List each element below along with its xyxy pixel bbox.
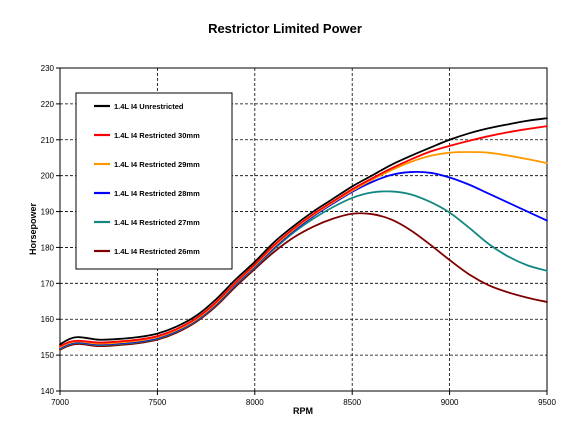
y-tick-label: 170 bbox=[41, 279, 55, 288]
chart-title: Restrictor Limited Power bbox=[208, 21, 362, 36]
y-tick-label: 180 bbox=[41, 243, 55, 252]
legend-label: 1.4L I4 Unrestricted bbox=[114, 102, 184, 111]
x-tick-label: 9500 bbox=[538, 398, 556, 407]
series-line-5 bbox=[59, 212, 548, 351]
y-tick-label: 150 bbox=[41, 351, 55, 360]
legend-label: 1.4L I4 Restricted 27mm bbox=[114, 218, 200, 227]
y-tick-label: 230 bbox=[41, 64, 55, 73]
x-tick-label: 8000 bbox=[246, 398, 264, 407]
y-tick-label: 200 bbox=[41, 172, 55, 181]
x-axis-label: RPM bbox=[293, 406, 313, 416]
series-line-1 bbox=[59, 125, 548, 348]
y-tick-label: 210 bbox=[41, 136, 55, 145]
y-axis-ticks: 140 150 160 170 180 190 200 210 220 230 bbox=[41, 64, 60, 396]
legend-label: 1.4L I4 Restricted 26mm bbox=[114, 247, 200, 256]
y-tick-label: 140 bbox=[41, 387, 55, 396]
x-axis-ticks: 7000 7500 8000 8500 9000 9500 bbox=[51, 391, 556, 407]
legend-label: 1.4L I4 Restricted 30mm bbox=[114, 131, 200, 140]
x-tick-label: 8500 bbox=[343, 398, 361, 407]
x-tick-label: 9000 bbox=[441, 398, 459, 407]
x-tick-label: 7000 bbox=[51, 398, 69, 407]
y-tick-label: 160 bbox=[41, 315, 55, 324]
y-axis-label: Horsepower bbox=[28, 202, 38, 255]
legend-label: 1.4L I4 Restricted 28mm bbox=[114, 189, 200, 198]
series-lines bbox=[59, 117, 548, 351]
legend-items: 1.4L I4 Unrestricted 1.4L I4 Restricted 3… bbox=[94, 102, 200, 256]
x-tick-label: 7500 bbox=[149, 398, 167, 407]
legend: 1.4L I4 Unrestricted 1.4L I4 Restricted 3… bbox=[75, 92, 233, 270]
plot-area-frame bbox=[59, 67, 548, 392]
legend-box bbox=[75, 92, 233, 270]
y-tick-label: 220 bbox=[41, 100, 55, 109]
legend-label: 1.4L I4 Restricted 29mm bbox=[114, 160, 200, 169]
series-line-0 bbox=[59, 117, 548, 346]
y-tick-label: 190 bbox=[41, 208, 55, 217]
